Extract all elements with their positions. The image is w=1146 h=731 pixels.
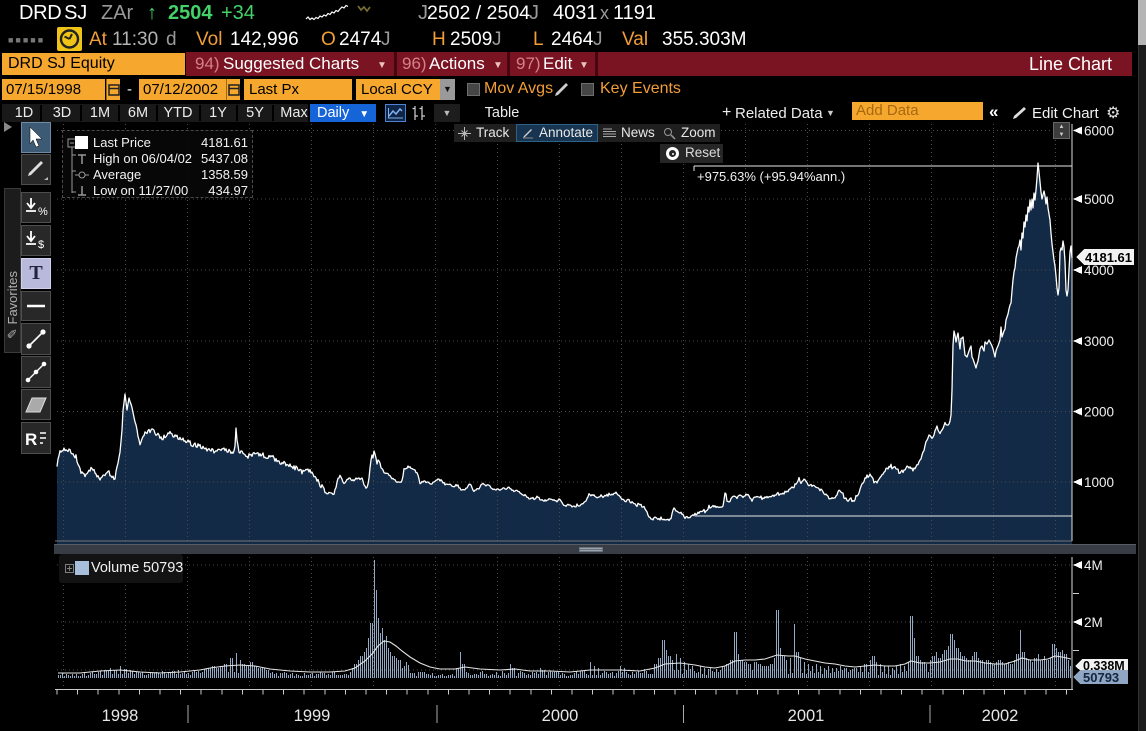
svg-text:2001: 2001 <box>788 707 825 725</box>
svg-text:+975.63% (+95.94%ann.): +975.63% (+95.94%ann.) <box>697 169 845 184</box>
svg-text:2000: 2000 <box>1084 405 1114 420</box>
svg-text:4M: 4M <box>1084 558 1103 573</box>
svg-text:%: % <box>38 206 48 218</box>
svg-text:50793: 50793 <box>1083 670 1119 685</box>
svg-text:1999: 1999 <box>294 707 331 725</box>
svg-text:2000: 2000 <box>542 707 579 725</box>
svg-text:6000: 6000 <box>1084 124 1114 139</box>
svg-text:0.338M: 0.338M <box>1083 659 1125 673</box>
svg-text:1000: 1000 <box>1084 475 1114 490</box>
svg-text:R: R <box>25 430 37 449</box>
svg-text:3000: 3000 <box>1084 334 1114 349</box>
svg-text:2M: 2M <box>1084 615 1103 630</box>
svg-text:4000: 4000 <box>1084 263 1114 278</box>
svg-text:4181.61: 4181.61 <box>1085 250 1132 265</box>
svg-text:5000: 5000 <box>1084 192 1114 207</box>
svg-text:$: $ <box>38 239 44 251</box>
svg-text:2002: 2002 <box>982 707 1019 725</box>
svg-text:1998: 1998 <box>102 707 139 725</box>
